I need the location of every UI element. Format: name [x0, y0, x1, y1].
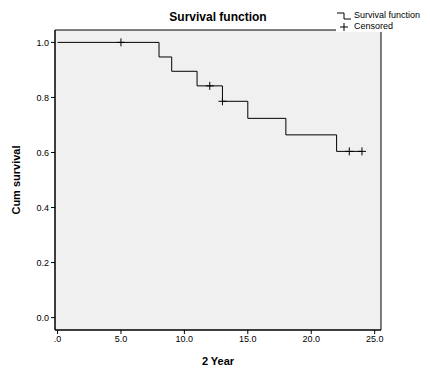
html-text:Survival function: Survival function	[354, 10, 420, 20]
svg-text:25.0: 25.0	[366, 334, 384, 344]
svg-text:10.0: 10.0	[176, 334, 194, 344]
svg-text:5.0: 5.0	[115, 334, 128, 344]
svg-text:0.2: 0.2	[36, 258, 49, 268]
html-text:Censored: Censored	[354, 21, 393, 31]
svg-text:.0: .0	[54, 334, 62, 344]
svg-text:2 Year: 2 Year	[202, 355, 235, 367]
svg-text:20.0: 20.0	[302, 334, 320, 344]
svg-text:0.8: 0.8	[36, 93, 49, 103]
svg-text:0.4: 0.4	[36, 203, 49, 213]
svg-text:0.6: 0.6	[36, 148, 49, 158]
svg-text:0.0: 0.0	[36, 313, 49, 323]
html-text:Survival function: Survival function	[169, 10, 267, 24]
svg-text:15.0: 15.0	[239, 334, 257, 344]
svg-text:1.0: 1.0	[36, 38, 49, 48]
svg-text:Cum survival: Cum survival	[10, 145, 22, 214]
